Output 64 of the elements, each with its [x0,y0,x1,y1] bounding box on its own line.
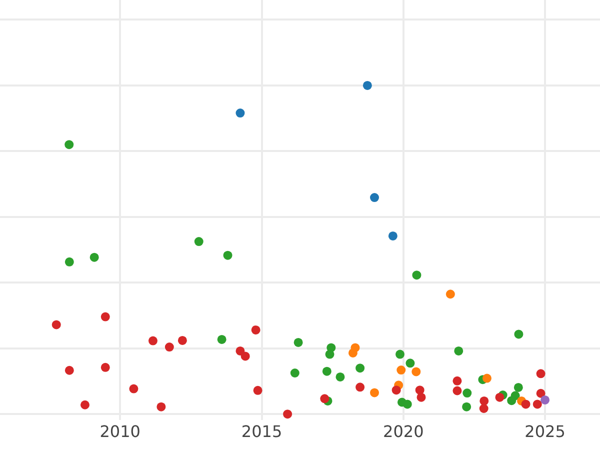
point [64,140,74,150]
point [236,108,245,118]
point [64,257,74,266]
point [521,400,530,409]
point [370,388,379,398]
point [507,396,516,406]
point [452,386,462,396]
point [462,388,472,398]
point [194,237,204,246]
point [322,366,332,376]
point [100,362,110,372]
point [479,404,488,413]
point [454,346,464,356]
x-tick-label: 2020 [383,422,424,441]
point [452,376,462,386]
point [370,193,379,202]
point [148,336,158,346]
point [406,358,415,368]
point [402,400,412,409]
point [251,325,260,334]
point [396,350,404,359]
point [412,367,421,376]
point [536,388,546,398]
point [320,394,330,404]
point [129,384,138,394]
point [64,366,74,375]
point [446,290,455,299]
point [90,252,99,262]
point [290,368,300,378]
x-tick-label: 2010 [100,422,140,441]
point [52,320,61,330]
point [253,386,262,395]
point [495,392,504,402]
point [283,410,292,419]
point [514,330,524,339]
point [388,231,398,240]
point [462,402,472,412]
point [532,400,542,409]
point [325,350,334,359]
point [356,364,365,373]
point [100,312,110,322]
point [362,80,372,90]
point [336,372,345,382]
point [514,382,523,392]
point [480,396,489,406]
point [294,338,303,347]
point [540,395,550,404]
point [392,386,401,395]
point [396,366,406,375]
point [240,352,250,361]
point [412,270,422,280]
point [164,342,174,352]
point [156,402,166,412]
x-tick-label: 2015 [241,422,282,441]
point [80,400,90,410]
point [217,334,226,344]
point [178,336,187,345]
point [348,348,358,358]
point [416,392,426,402]
point [223,250,232,260]
point [482,374,492,383]
point [356,382,365,392]
point [536,369,546,378]
x-tick-label: 2025 [524,422,566,441]
